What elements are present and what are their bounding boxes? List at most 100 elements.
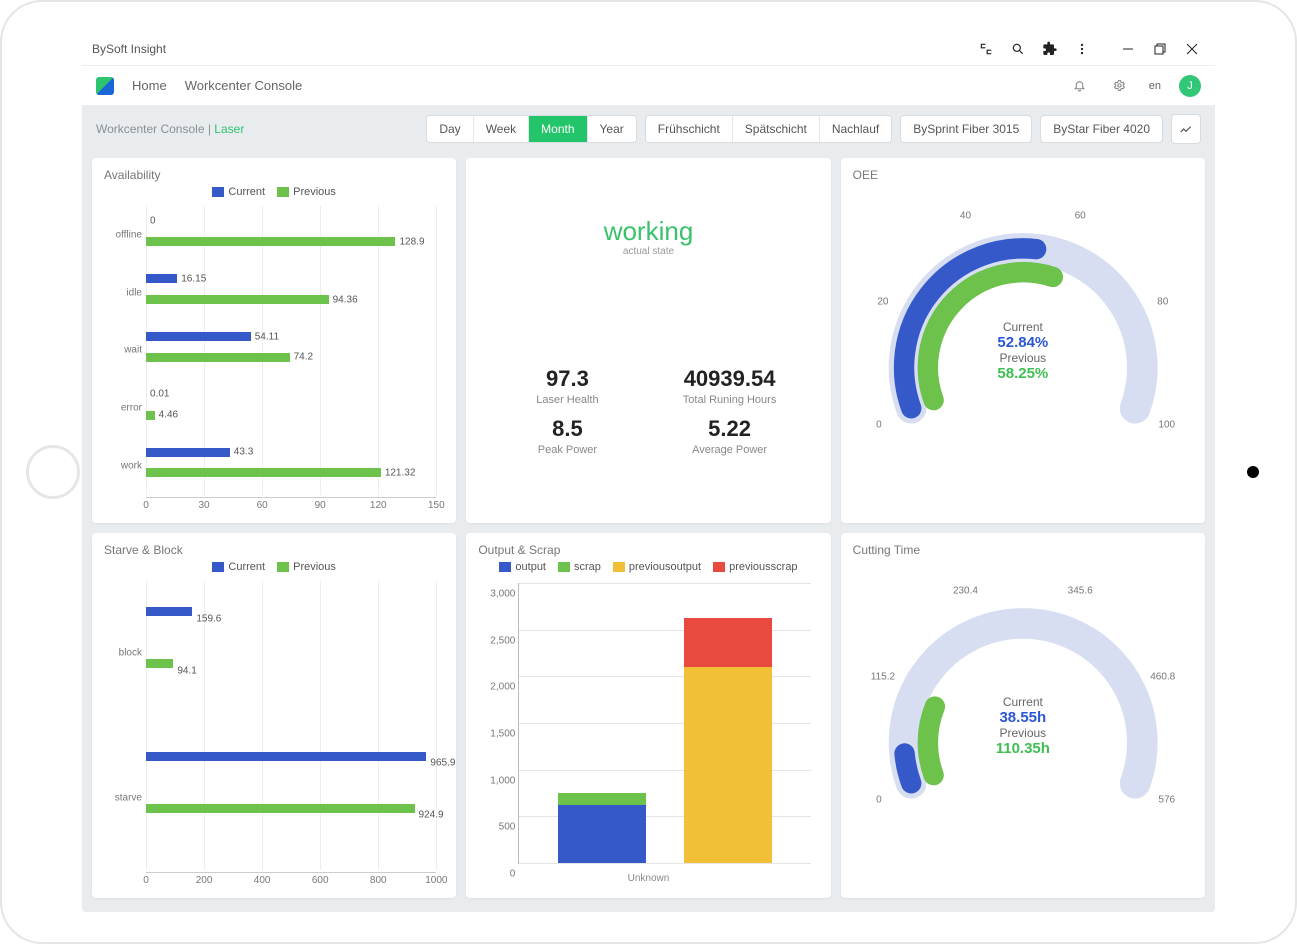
bar-previous <box>146 411 155 420</box>
card-oee: OEE 020406080100Current52.84%Previous58.… <box>841 158 1205 523</box>
toolbar: Workcenter Console | Laser DayWeekMonthY… <box>82 106 1215 152</box>
zoom-icon[interactable] <box>1005 36 1031 62</box>
availability-legend: Current Previous <box>104 186 444 198</box>
legend-item: Previous <box>277 186 336 198</box>
app-navbar: Home Workcenter Console en J <box>82 66 1215 106</box>
gear-icon[interactable] <box>1109 75 1131 97</box>
output-scrap-chart: 05001,0001,5002,0002,5003,000Unknown <box>478 577 818 890</box>
card-availability: Availability CurrentPrevious offline0128… <box>92 158 456 523</box>
extension-icon[interactable] <box>1037 36 1063 62</box>
state-subtitle: actual state <box>604 246 694 257</box>
legend-item: Previous <box>277 561 336 573</box>
gauge-tick: 20 <box>877 296 888 307</box>
gauge-tick: 0 <box>876 420 882 431</box>
metric: 97.3Laser Health <box>496 366 638 406</box>
gauge-tick: 115.2 <box>871 671 895 682</box>
starve-legend: Current Previous <box>104 561 444 573</box>
output-legend: output scrap previousoutput previousscrap <box>478 561 818 573</box>
close-icon[interactable] <box>1179 36 1205 62</box>
bar-category-label: error <box>104 403 142 414</box>
bar-current <box>146 448 230 457</box>
bell-icon[interactable] <box>1069 75 1091 97</box>
card-cutting-time: Cutting Time 0115.2230.4345.6460.8576Cur… <box>841 533 1205 898</box>
legend-item: Current <box>212 186 265 198</box>
nav-workcenter[interactable]: Workcenter Console <box>185 78 303 93</box>
legend-item: scrap <box>558 561 601 573</box>
dashboard-grid: Availability CurrentPrevious offline0128… <box>82 152 1215 912</box>
gauge-center: Current38.55hPrevious110.35h <box>996 695 1050 757</box>
shift-seg-spätschicht[interactable]: Spätschicht <box>733 116 820 142</box>
shift-segment: FrühschichtSpätschichtNachlauf <box>645 115 892 143</box>
home-button-left <box>26 445 80 499</box>
legend-item: previousoutput <box>613 561 701 573</box>
stack-segment <box>558 805 645 863</box>
gauge-tick: 100 <box>1158 420 1175 431</box>
camera-dot <box>1247 466 1259 478</box>
legend-item: previousscrap <box>713 561 797 573</box>
breadcrumb-active: Laser <box>214 122 244 136</box>
more-icon[interactable] <box>1069 36 1095 62</box>
x-axis-label: Unknown <box>628 873 670 884</box>
time-seg-year[interactable]: Year <box>588 116 636 142</box>
bar-current <box>146 752 426 761</box>
card-title: Cutting Time <box>853 543 1193 557</box>
lang-selector[interactable]: en <box>1149 80 1161 92</box>
bar-category-label: block <box>104 648 142 659</box>
gauge-tick: 576 <box>1158 795 1175 806</box>
gauge-tick: 0 <box>876 795 882 806</box>
stack-segment <box>558 793 645 805</box>
chart-settings-icon[interactable] <box>1171 114 1201 144</box>
gauge-tick: 40 <box>960 211 971 222</box>
card-title: Availability <box>104 168 444 182</box>
restore-icon[interactable] <box>1147 36 1173 62</box>
nav-home[interactable]: Home <box>132 78 167 93</box>
window-titlebar: BySoft Insight <box>82 32 1215 66</box>
bar-previous <box>146 295 329 304</box>
translate-icon[interactable] <box>973 36 999 62</box>
time-seg-month[interactable]: Month <box>529 116 587 142</box>
minimize-icon[interactable] <box>1115 36 1141 62</box>
app-logo[interactable] <box>96 77 114 95</box>
card-starve-block: Starve & Block CurrentPrevious block159.… <box>92 533 456 898</box>
card-title: Output & Scrap <box>478 543 818 557</box>
time-seg-day[interactable]: Day <box>427 116 473 142</box>
metric: 5.22Average Power <box>658 416 800 456</box>
state-metrics: 97.3Laser Health 40939.54Total Runing Hou… <box>478 356 818 466</box>
machine-chip[interactable]: BySprint Fiber 3015 <box>900 115 1032 143</box>
bar-previous <box>146 468 381 477</box>
oee-gauge: 020406080100Current52.84%Previous58.25% <box>853 186 1193 515</box>
bar-previous <box>146 237 395 246</box>
legend-item: Current <box>212 561 265 573</box>
bar-previous <box>146 804 415 813</box>
card-title: OEE <box>853 168 1193 182</box>
bar-previous <box>146 353 290 362</box>
shift-seg-nachlauf[interactable]: Nachlauf <box>820 116 891 142</box>
breadcrumb-parent[interactable]: Workcenter Console <box>96 122 205 136</box>
window-title: BySoft Insight <box>92 42 166 56</box>
state-title: working <box>604 218 694 244</box>
bar-current <box>146 274 177 283</box>
time-range-segment: DayWeekMonthYear <box>426 115 636 143</box>
bar-category-label: work <box>104 461 142 472</box>
breadcrumb: Workcenter Console | Laser <box>96 122 244 136</box>
screen: BySoft Insight Home Workcenter Console e… <box>82 32 1215 912</box>
machine-chips: BySprint Fiber 3015 ByStar Fiber 4020 <box>900 115 1163 143</box>
bar-previous <box>146 659 173 668</box>
cutting-gauge: 0115.2230.4345.6460.8576Current38.55hPre… <box>853 561 1193 890</box>
card-state: working actual state 97.3Laser Health 409… <box>466 158 830 523</box>
gauge-tick: 460.8 <box>1150 671 1175 682</box>
gauge-tick: 80 <box>1157 296 1168 307</box>
legend-item: output <box>499 561 546 573</box>
bar-category-label: wait <box>104 345 142 356</box>
shift-seg-frühschicht[interactable]: Frühschicht <box>646 116 733 142</box>
machine-chip[interactable]: ByStar Fiber 4020 <box>1040 115 1163 143</box>
avatar[interactable]: J <box>1179 75 1201 97</box>
metric: 8.5Peak Power <box>496 416 638 456</box>
stack-segment <box>684 667 771 863</box>
time-seg-week[interactable]: Week <box>474 116 529 142</box>
bar-category-label: idle <box>104 287 142 298</box>
card-output-scrap: Output & Scrap output scrap previousoutput… <box>466 533 830 898</box>
starve-block-chart: block159.694.1starve965.9924.90200400600… <box>104 577 444 890</box>
bar-category-label: offline <box>104 229 142 240</box>
metric: 40939.54Total Runing Hours <box>658 366 800 406</box>
